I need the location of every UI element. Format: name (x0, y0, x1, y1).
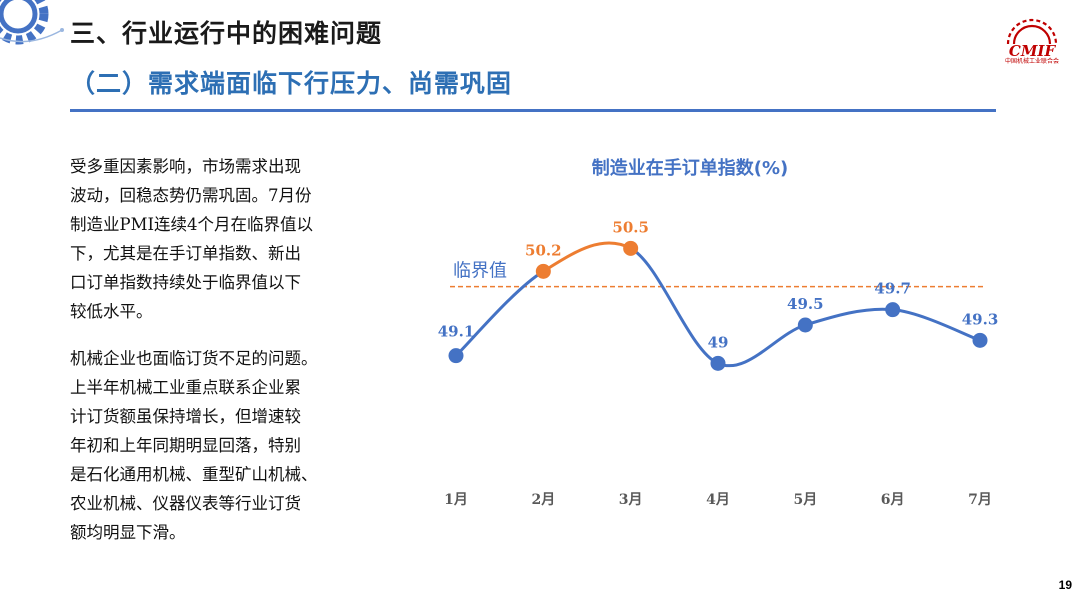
corner-gear-decoration (0, 0, 64, 45)
chart-title: 制造业在手订单指数(%) (592, 157, 789, 179)
x-tick-label: 1月 (444, 492, 468, 508)
data-point-marker (710, 355, 726, 371)
section-subtitle: （二）需求端面临下行压力、尚需巩固 (70, 69, 513, 98)
series-line-segment (454, 269, 545, 358)
data-label: 49 (708, 333, 729, 351)
data-label: 50.5 (612, 218, 649, 236)
x-tick-label: 3月 (619, 492, 643, 508)
data-point-marker (623, 240, 639, 256)
series-line-segment (803, 307, 895, 327)
data-label: 49.5 (787, 295, 824, 313)
reference-line-label: 临界值 (453, 261, 507, 282)
data-point-marker (448, 348, 464, 364)
data-label: 50.2 (525, 241, 562, 259)
body-paragraph-2: 机械企业也面临订货不足的问题。 上半年机械工业重点联系企业累 计订货额虽保持增长… (70, 349, 318, 542)
x-tick-label: 6月 (881, 492, 905, 508)
page-number: 19 (1058, 578, 1072, 592)
body-paragraph-1: 受多重因素影响，市场需求出现 波动，回稳态势仍需巩固。7月份 制造业PMI连续4… (70, 157, 314, 321)
data-label: 49.1 (438, 323, 475, 341)
data-label: 49.3 (962, 310, 999, 328)
x-tick-label: 4月 (706, 492, 730, 508)
cmif-logo-text: CMIF (1009, 42, 1057, 60)
data-point-marker (535, 263, 551, 279)
data-point-marker (972, 332, 988, 348)
page-title: 三、行业运行中的困难问题 (70, 19, 383, 48)
x-tick-label: 5月 (793, 492, 817, 508)
series-line-segment (541, 241, 633, 273)
x-tick-label: 2月 (531, 492, 555, 508)
data-point-marker (797, 317, 813, 333)
series-line-segment (629, 246, 720, 365)
cmif-logo: CMIF (1006, 18, 1058, 60)
data-label: 49.7 (874, 280, 911, 298)
title-divider (70, 109, 996, 112)
series-line-segment (716, 323, 807, 368)
x-tick-label: 7月 (968, 492, 992, 508)
data-point-marker (885, 302, 901, 318)
order-index-line-chart: 制造业在手订单指数(%) 临界值 49.1 50.2 50.5 49 49.5 49.7 49.… (438, 157, 999, 508)
logo-caption: 中国机械工业联合会 (1004, 58, 1059, 65)
